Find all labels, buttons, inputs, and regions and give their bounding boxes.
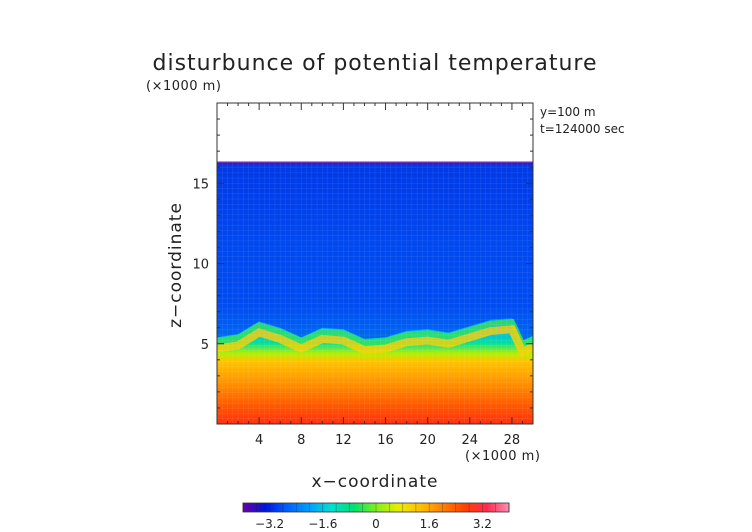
heatmap-field <box>217 161 533 424</box>
z-tick-label: 5 <box>201 338 209 353</box>
chart-title: disturbunce of potential temperature <box>153 51 598 76</box>
colorbar-tick-label: −1.6 <box>308 517 337 531</box>
x-tick-label: 8 <box>297 433 305 448</box>
top-edge <box>217 161 533 165</box>
x-tick-label: 28 <box>504 433 521 448</box>
colorbar-tick-label: 0 <box>372 517 380 531</box>
x-tick-label: 16 <box>377 433 394 448</box>
colorbar-tick-label: 1.6 <box>420 517 439 531</box>
z-axis: 5 10 15 <box>192 102 533 425</box>
colorbar-tick-label: −3.2 <box>255 517 284 531</box>
x-axis-label: x−coordinate <box>312 472 439 492</box>
x-axis: 4 8 12 16 20 24 28 <box>216 103 534 448</box>
colorbar: −3.2 −1.6 0 1.6 3.2 <box>242 502 510 531</box>
z-axis-label: z−coordinate <box>166 202 186 328</box>
z-tick-label: 15 <box>192 177 209 192</box>
z-tick-label: 10 <box>192 258 209 273</box>
x-tick-label: 24 <box>462 433 479 448</box>
z-unit-label: (×1000 m) <box>146 79 221 94</box>
interface-green <box>217 318 533 349</box>
x-tick-label: 4 <box>255 433 263 448</box>
x-tick-label: 20 <box>419 433 436 448</box>
interface-yellow <box>217 325 533 358</box>
annotation-y: y=100 m <box>540 105 596 119</box>
annotation-time: t=124000 sec <box>540 122 625 136</box>
cold-layer <box>217 162 533 341</box>
x-tick-label: 12 <box>335 433 352 448</box>
x-unit-label: (×1000 m) <box>465 449 540 464</box>
colorbar-tick-label: 3.2 <box>473 517 492 531</box>
